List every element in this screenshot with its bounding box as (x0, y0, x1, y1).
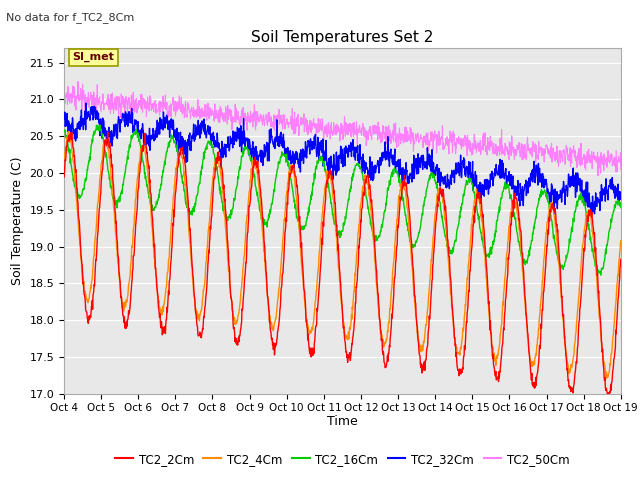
Text: No data for f_TC2_8Cm: No data for f_TC2_8Cm (6, 12, 134, 23)
Legend: TC2_2Cm, TC2_4Cm, TC2_16Cm, TC2_32Cm, TC2_50Cm: TC2_2Cm, TC2_4Cm, TC2_16Cm, TC2_32Cm, TC… (110, 448, 575, 470)
X-axis label: Time: Time (327, 415, 358, 428)
Y-axis label: Soil Temperature (C): Soil Temperature (C) (11, 156, 24, 285)
Text: SI_met: SI_met (72, 52, 114, 62)
Title: Soil Temperatures Set 2: Soil Temperatures Set 2 (252, 30, 433, 46)
